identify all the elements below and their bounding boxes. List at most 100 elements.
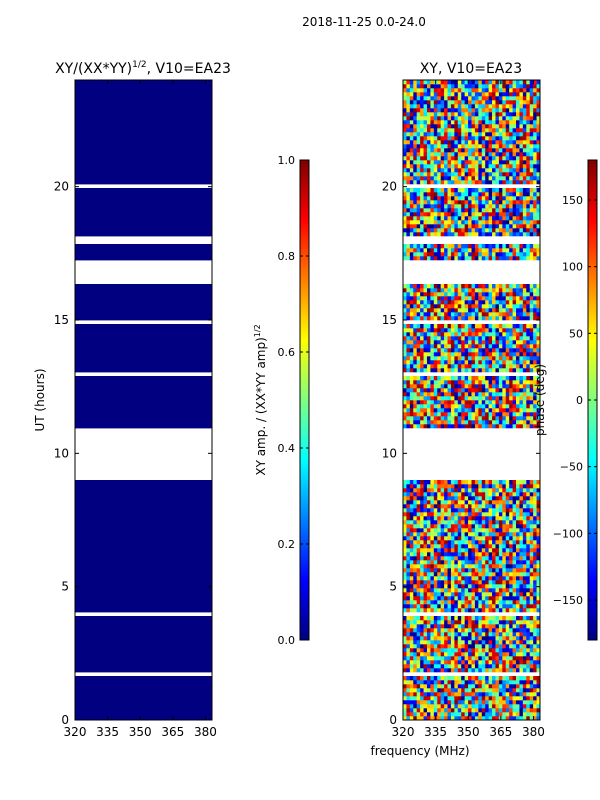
heatmap-cell bbox=[409, 404, 414, 409]
heatmap-cell bbox=[488, 336, 493, 341]
heatmap-cell bbox=[409, 712, 414, 717]
heatmap-cell bbox=[437, 308, 441, 313]
heatmap-cell bbox=[75, 340, 212, 345]
heatmap-cell bbox=[430, 220, 435, 225]
heatmap-cell bbox=[450, 196, 455, 201]
heatmap-cell bbox=[430, 148, 435, 153]
heatmap-cell bbox=[492, 396, 496, 401]
heatmap-cell bbox=[409, 700, 414, 705]
heatmap-cell bbox=[406, 604, 411, 609]
heatmap-cell bbox=[433, 324, 438, 329]
heatmap-cell bbox=[409, 664, 414, 669]
heatmap-cell bbox=[457, 684, 462, 689]
heatmap-cell bbox=[454, 544, 459, 549]
heatmap-cell bbox=[478, 496, 483, 501]
heatmap-cell bbox=[457, 520, 462, 525]
heatmap-cell bbox=[529, 684, 534, 689]
heatmap-cell bbox=[440, 548, 445, 553]
heatmap-cell bbox=[430, 168, 435, 173]
heatmap-cell bbox=[454, 600, 459, 605]
heatmap-cell bbox=[433, 368, 438, 373]
heatmap-cell bbox=[447, 676, 452, 681]
heatmap-cell bbox=[478, 616, 483, 621]
heatmap-cell bbox=[454, 596, 459, 601]
heatmap-cell bbox=[437, 304, 441, 309]
heatmap-cell bbox=[492, 712, 496, 717]
heatmap-cell bbox=[440, 292, 445, 297]
heatmap-cell bbox=[403, 656, 407, 661]
heatmap-cell bbox=[512, 416, 517, 421]
heatmap-cell bbox=[512, 420, 517, 425]
heatmap-cell bbox=[447, 556, 452, 561]
heatmap-cell bbox=[433, 244, 438, 249]
heatmap-cell bbox=[464, 340, 469, 345]
heatmap-cell bbox=[502, 156, 507, 161]
heatmap-cell bbox=[420, 560, 424, 565]
heatmap-cell bbox=[505, 376, 510, 381]
heatmap-cell bbox=[474, 200, 479, 205]
heatmap-cell bbox=[522, 160, 527, 165]
heatmap-cell bbox=[430, 176, 435, 181]
heatmap-cell bbox=[444, 180, 448, 185]
heatmap-cell bbox=[509, 696, 513, 701]
heatmap-cell bbox=[485, 604, 489, 609]
heatmap-cell bbox=[516, 368, 520, 373]
heatmap-cell bbox=[423, 688, 428, 693]
heatmap-cell bbox=[464, 640, 469, 645]
heatmap-cell bbox=[526, 420, 531, 425]
heatmap-cell bbox=[433, 700, 438, 705]
heatmap-cell bbox=[440, 348, 445, 353]
heatmap-cell bbox=[461, 384, 465, 389]
heatmap-cell bbox=[409, 228, 414, 233]
heatmap-cell bbox=[492, 716, 496, 721]
heatmap-cell bbox=[413, 160, 417, 165]
heatmap-cell bbox=[457, 580, 462, 585]
heatmap-cell bbox=[502, 336, 507, 341]
heatmap-cell bbox=[457, 216, 462, 221]
heatmap-cell bbox=[516, 208, 520, 213]
heatmap-cell bbox=[413, 204, 417, 209]
heatmap-cell bbox=[464, 296, 469, 301]
heatmap-cell bbox=[403, 564, 407, 569]
heatmap-cell bbox=[457, 680, 462, 685]
heatmap-cell bbox=[498, 576, 503, 581]
heatmap-cell bbox=[495, 148, 500, 153]
heatmap-cell bbox=[450, 620, 455, 625]
heatmap-cell bbox=[416, 380, 421, 385]
heatmap-cell bbox=[430, 616, 435, 621]
heatmap-cell bbox=[533, 256, 537, 261]
heatmap-cell bbox=[519, 680, 524, 685]
heatmap-cell bbox=[406, 408, 411, 413]
heatmap-cell bbox=[509, 704, 513, 709]
heatmap-cell bbox=[450, 536, 455, 541]
heatmap-cell bbox=[526, 308, 531, 313]
heatmap-cell bbox=[468, 540, 472, 545]
heatmap-cell bbox=[433, 680, 438, 685]
heatmap-cell bbox=[423, 384, 428, 389]
heatmap-cell bbox=[416, 188, 421, 193]
heatmap-cell bbox=[437, 392, 441, 397]
heatmap-cell bbox=[474, 540, 479, 545]
heatmap-cell bbox=[444, 244, 448, 249]
heatmap-cell bbox=[423, 632, 428, 637]
heatmap-cell bbox=[533, 168, 537, 173]
heatmap-cell bbox=[450, 284, 455, 289]
heatmap-cell bbox=[509, 700, 513, 705]
heatmap-cell bbox=[409, 328, 414, 333]
heatmap-cell bbox=[502, 384, 507, 389]
heatmap-cell bbox=[444, 412, 448, 417]
heatmap-cell bbox=[447, 244, 452, 249]
heatmap-cell bbox=[454, 200, 459, 205]
heatmap-cell bbox=[533, 380, 537, 385]
heatmap-cell bbox=[454, 416, 459, 421]
heatmap-cell bbox=[447, 300, 452, 305]
heatmap-cell bbox=[464, 668, 469, 673]
heatmap-cell bbox=[516, 580, 520, 585]
heatmap-cell bbox=[509, 572, 513, 577]
heatmap-cell bbox=[430, 216, 435, 221]
heatmap-cell bbox=[413, 224, 417, 229]
heatmap-cell bbox=[481, 688, 486, 693]
heatmap-cell bbox=[502, 540, 507, 545]
heatmap-cell bbox=[522, 544, 527, 549]
heatmap-cell bbox=[468, 656, 472, 661]
